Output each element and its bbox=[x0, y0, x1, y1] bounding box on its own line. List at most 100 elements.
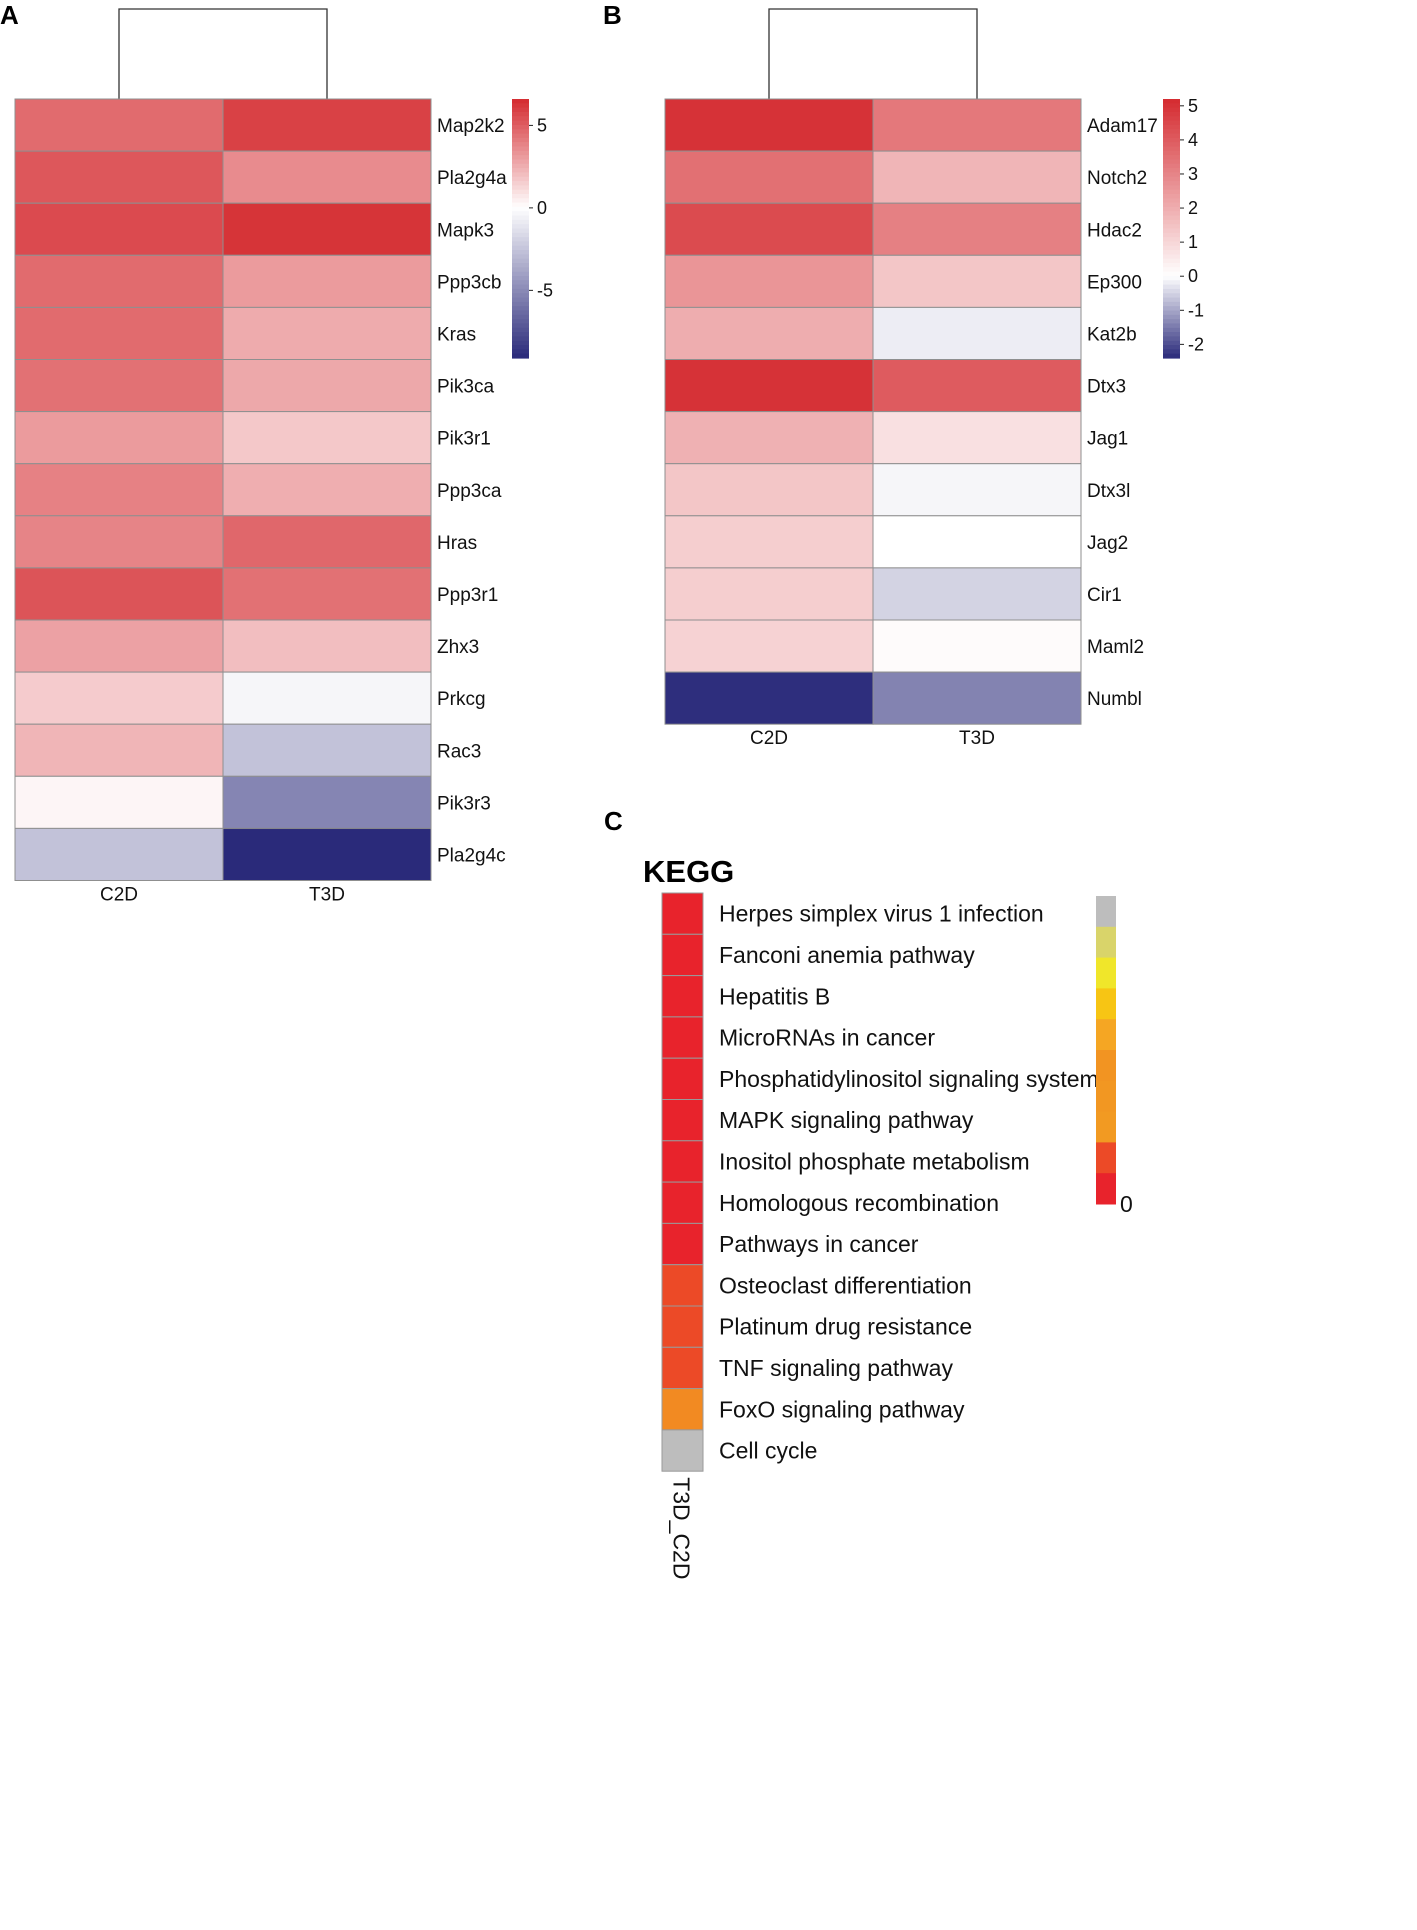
colorbar-segment bbox=[512, 314, 529, 320]
colorbar-segment bbox=[1163, 206, 1180, 212]
kegg-cell bbox=[661, 1181, 704, 1224]
colorbar-segment bbox=[512, 124, 529, 130]
colorbar-segment bbox=[512, 327, 529, 333]
colorbar-segment bbox=[1163, 202, 1180, 208]
colorbar-segment bbox=[512, 202, 529, 208]
colorbar-segment bbox=[512, 245, 529, 251]
colorbar-segment bbox=[512, 319, 529, 325]
row-label: Pla2g4a bbox=[437, 168, 507, 189]
heatmap-cell-notch2-c2d bbox=[664, 150, 874, 204]
colorbar-segment bbox=[1163, 133, 1180, 139]
figure: A B C KEGG Map2k2 Pla2g4a Mapk3 Ppp3cb Kras P… bbox=[0, 0, 1204, 1579]
colorbar-segment bbox=[1163, 301, 1180, 307]
colorbar-segment bbox=[512, 137, 529, 143]
colorbar-segment bbox=[512, 275, 529, 281]
colorbar-segment bbox=[1163, 146, 1180, 152]
colorbar-segment bbox=[1163, 189, 1180, 195]
heatmap-cell-map2k2-c2d bbox=[14, 98, 224, 152]
colorbar-segment bbox=[512, 120, 529, 126]
colorbar-segment bbox=[1163, 124, 1180, 130]
kegg-legend-swatch bbox=[1096, 1080, 1116, 1113]
heatmap-cell-dtx3l-t3d bbox=[872, 463, 1082, 517]
colorbar-segment bbox=[512, 146, 529, 152]
row-label: Adam17 bbox=[1087, 116, 1158, 137]
heatmap-cell-jag1-c2d bbox=[664, 411, 874, 465]
colorbar-segment bbox=[512, 103, 529, 109]
colorbar-segment bbox=[512, 172, 529, 178]
colorbar-segment bbox=[512, 211, 529, 217]
column-label: T3D bbox=[959, 728, 995, 749]
row-label: Map2k2 bbox=[437, 116, 505, 137]
colorbar-segment bbox=[1163, 263, 1180, 268]
kegg-term-label: Pathways in cancer bbox=[719, 1231, 919, 1257]
colorbar-tick-label: -1 bbox=[1188, 300, 1204, 320]
colorbar-segment bbox=[1163, 163, 1180, 169]
colorbar-segment bbox=[1163, 107, 1180, 113]
row-label: Rac3 bbox=[437, 741, 481, 762]
colorbar-segment bbox=[1163, 224, 1180, 230]
row-label: Ppp3ca bbox=[437, 481, 502, 502]
colorbar-tick-label: 2 bbox=[1188, 198, 1198, 218]
row-label: Pik3r3 bbox=[437, 793, 491, 814]
colorbar-segment bbox=[1163, 280, 1180, 286]
row-label: Mapk3 bbox=[437, 220, 494, 241]
kegg-legend-swatch bbox=[1096, 1019, 1116, 1051]
row-label: Jag2 bbox=[1087, 533, 1128, 554]
colorbar-tick-label: 3 bbox=[1188, 164, 1198, 184]
heatmap-cell-prkcg-c2d bbox=[14, 671, 224, 725]
colorbar-segment bbox=[1163, 116, 1180, 122]
colorbar-segment bbox=[1163, 245, 1180, 251]
heatmap-cell-map2k2-t3d bbox=[222, 98, 432, 152]
row-label: Kat2b bbox=[1087, 324, 1137, 345]
kegg-cell bbox=[661, 1264, 704, 1307]
kegg-term-label: Osteoclast differentiation bbox=[719, 1272, 972, 1298]
kegg-term-label: MicroRNAs in cancer bbox=[719, 1025, 935, 1051]
heatmap-cell-notch2-t3d bbox=[872, 150, 1082, 204]
colorbar-segment bbox=[512, 163, 529, 169]
colorbar-segment bbox=[512, 99, 529, 104]
heatmap-cell-ppp3ca-t3d bbox=[222, 463, 432, 517]
kegg-cell bbox=[661, 1429, 704, 1472]
colorbar-segment bbox=[1163, 327, 1180, 333]
colorbar-segment bbox=[512, 293, 529, 299]
colorbar-segment bbox=[1163, 319, 1180, 325]
colorbar-segment bbox=[1163, 284, 1180, 290]
colorbar-segment bbox=[512, 111, 529, 117]
colorbar-segment bbox=[512, 181, 529, 186]
row-label: Ppp3r1 bbox=[437, 585, 498, 606]
heatmap-cell-zhx3-t3d bbox=[222, 619, 432, 673]
heatmap-cell-adam17-c2d bbox=[664, 98, 874, 152]
colorbar-segment bbox=[1163, 142, 1180, 148]
row-label: Prkcg bbox=[437, 689, 486, 710]
colorbar-segment bbox=[512, 185, 529, 191]
colorbar-segment bbox=[512, 219, 529, 225]
colorbar-segment bbox=[512, 133, 529, 139]
heatmap-cell-ppp3r1-c2d bbox=[14, 567, 224, 621]
kegg-term-label: Fanconi anemia pathway bbox=[719, 942, 975, 968]
colorbar-tick-label: 5 bbox=[1188, 96, 1198, 116]
colorbar-segment bbox=[1163, 314, 1180, 320]
kegg-term-label: FoxO signaling pathway bbox=[719, 1396, 965, 1422]
colorbar-segment bbox=[512, 107, 529, 113]
kegg-legend-swatch bbox=[1096, 988, 1116, 1020]
heatmap-cell-adam17-t3d bbox=[872, 98, 1082, 152]
kegg-legend-swatch bbox=[1096, 1111, 1116, 1143]
kegg-cell bbox=[661, 933, 704, 977]
heatmap-cell-cir1-c2d bbox=[664, 567, 874, 621]
row-label: Numbl bbox=[1087, 689, 1142, 710]
heatmap-cell-jag1-t3d bbox=[872, 411, 1082, 465]
colorbar-segment bbox=[512, 224, 529, 230]
row-label: Hras bbox=[437, 533, 477, 554]
heatmap-cell-mapk3-t3d bbox=[222, 202, 432, 256]
colorbar-segment bbox=[512, 176, 529, 182]
kegg-term-label: Homologous recombination bbox=[719, 1190, 999, 1216]
heatmap-cell-jag2-c2d bbox=[664, 515, 874, 569]
heatmap-cell-hras-c2d bbox=[14, 515, 224, 569]
colorbar-segment bbox=[1163, 340, 1180, 346]
kegg-term-label: TNF signaling pathway bbox=[719, 1355, 953, 1381]
row-label: Dtx3l bbox=[1087, 481, 1130, 502]
colorbar-segment bbox=[1163, 137, 1180, 143]
colorbar-segment bbox=[512, 263, 529, 268]
colorbar-segment bbox=[512, 159, 529, 165]
colorbar-segment bbox=[512, 336, 529, 342]
